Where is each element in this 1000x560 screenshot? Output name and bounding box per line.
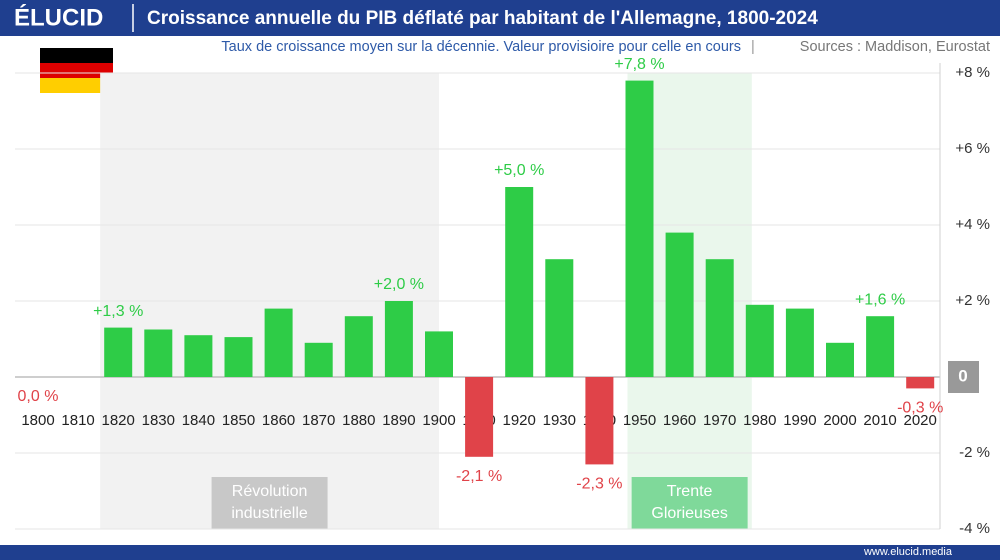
flag-stripe [40,63,113,78]
bar [144,329,173,377]
flag-stripe [40,78,113,93]
bar [104,327,133,377]
x-tick-label: 1830 [142,412,175,429]
region-label: Révolution [232,483,308,500]
y-tick-label: +8 % [955,64,990,81]
value-label: +2,0 % [374,276,424,293]
x-tick-label: 1980 [743,412,776,429]
y-tick-label: -4 % [959,520,990,537]
bar [705,259,734,377]
flag-stripe [40,48,113,63]
x-tick-label: 1840 [182,412,215,429]
y-tick-label: +2 % [955,292,990,309]
region-label: industrielle [231,505,308,522]
value-label: 0,0 % [18,388,59,405]
x-tick-label: 1860 [262,412,295,429]
region-label-box [631,477,748,529]
bar [304,342,333,377]
y-tick-label: +4 % [955,216,990,233]
separator: | [751,39,755,55]
bar [264,308,293,377]
x-tick-label: 1970 [703,412,736,429]
value-label: +1,6 % [855,291,905,308]
value-label: -2,1 % [456,468,502,485]
bar [545,259,574,377]
x-tick-label: 1930 [543,412,576,429]
brand: ÉLUCID [14,3,103,31]
value-label: -0,3 % [897,400,943,417]
value-label: -2,3 % [576,476,622,493]
x-tick-label: 1880 [342,412,375,429]
x-tick-label: 1990 [783,412,816,429]
bar [585,377,614,465]
bar [505,187,534,377]
x-tick-label: 1890 [382,412,415,429]
x-tick-label: 1900 [422,412,455,429]
value-label: +5,0 % [494,162,544,179]
region-label: Trente [667,483,713,500]
region-label: Glorieuses [651,505,727,522]
flag [40,48,113,93]
chart-subtitle: Taux de croissance moyen sur la décennie… [221,39,741,55]
bar [906,377,935,389]
footer-bar [0,545,1000,560]
y-tick-label: +6 % [955,140,990,157]
zero-label-box [948,361,979,393]
y-tick-label: -2 % [959,444,990,461]
chart-title: Croissance annuelle du PIB déflaté par h… [147,8,818,29]
bar [785,308,814,377]
region-label-box [211,477,328,529]
bar [184,335,213,377]
x-tick-label: 2000 [823,412,856,429]
bar [224,337,253,377]
value-label: +7,8 % [614,56,664,73]
bar [745,304,774,377]
bar [344,316,373,377]
bar [465,377,494,457]
bar [625,80,654,377]
x-tick-label: 2020 [904,412,937,429]
x-tick-label: 1960 [663,412,696,429]
header-bar [0,0,1000,36]
x-tick-label: 2010 [863,412,896,429]
bar [425,331,453,377]
value-label: +1,3 % [93,303,143,320]
x-tick-label: 1820 [102,412,135,429]
y-tick-label: 0 [958,366,967,385]
x-tick-label: 1800 [21,412,54,429]
footer-url: www.elucid.media [863,546,953,558]
x-tick-label: 1810 [61,412,94,429]
x-tick-label: 1870 [302,412,335,429]
bar [384,301,413,377]
bar [665,232,694,377]
bar [866,316,895,377]
sources: Sources : Maddison, Eurostat [800,39,990,55]
x-tick-label: 1920 [503,412,536,429]
x-tick-label: 1950 [623,412,656,429]
bar [826,342,854,377]
x-tick-label: 1850 [222,412,255,429]
